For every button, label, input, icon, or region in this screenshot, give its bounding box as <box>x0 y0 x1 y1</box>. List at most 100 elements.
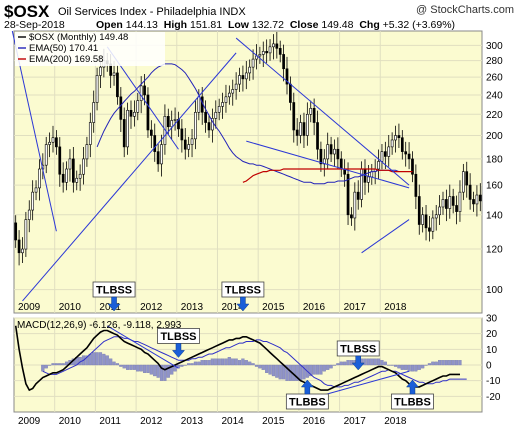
date-label: 28-Sep-2018 <box>4 19 65 31</box>
macd-annotation-arrow <box>405 379 420 395</box>
candle-body <box>383 151 387 157</box>
price-y-tick-label: 300 <box>486 41 503 52</box>
candle-body <box>289 83 292 103</box>
high-label: High <box>163 19 188 31</box>
candle-body <box>421 214 425 225</box>
macd-histogram-bar <box>336 363 340 366</box>
macd-histogram-bar <box>427 363 432 366</box>
macd-histogram-bar <box>234 358 238 366</box>
candle-body <box>126 109 129 148</box>
candle-body <box>133 111 136 117</box>
index-name: Oil Services Index - Philadelphia INDX <box>58 6 246 18</box>
candle-body <box>34 187 38 193</box>
macd-histogram-bar <box>166 364 170 378</box>
macd-histogram-bar <box>129 364 133 370</box>
candle-body <box>472 199 475 205</box>
candle-body <box>65 168 68 183</box>
chg-label: Chg <box>359 19 380 31</box>
macd-histogram-bar <box>153 364 157 377</box>
candle-body <box>346 173 350 216</box>
candle-body <box>434 214 438 219</box>
macd-histogram-bar <box>149 364 153 375</box>
candle-body <box>424 214 428 229</box>
candle-body <box>58 146 62 175</box>
candle-body <box>333 148 336 155</box>
candle-body <box>268 46 272 54</box>
price-x-tick-label: 2010 <box>59 302 82 313</box>
macd-histogram-bar <box>315 364 320 375</box>
ohlc-readout: Open 144.13 High 151.81 Low 132.72 Close… <box>96 19 455 31</box>
macd-histogram-bar <box>370 358 374 366</box>
macd-histogram-bar <box>319 364 323 375</box>
candle-body <box>146 94 150 131</box>
macd-histogram-bar <box>265 364 269 373</box>
candle-body <box>458 191 462 212</box>
candle-body <box>194 111 197 140</box>
candle-body <box>207 122 211 131</box>
chg-value: +5.32 (+3.69%) <box>382 19 456 31</box>
macd-histogram-bar <box>326 364 330 370</box>
candle-body <box>44 144 48 166</box>
macd-histogram-bar <box>193 361 198 366</box>
macd-y-tick-label: 30 <box>486 314 498 325</box>
macd-annotation-arrow <box>300 379 314 395</box>
candle-body <box>451 196 455 206</box>
candle-body <box>68 158 72 170</box>
legend-entry: $OSX (Monthly) 149.48 <box>29 32 128 43</box>
macd-histogram-bar <box>92 352 96 366</box>
candle-body <box>153 135 157 152</box>
macd-histogram-bar <box>407 364 411 372</box>
candle-body <box>71 158 75 183</box>
candle-body <box>61 173 65 183</box>
candle-body <box>221 102 224 107</box>
candle-body <box>95 75 99 103</box>
open-value: 144.13 <box>125 19 158 31</box>
macd-histogram-bar <box>64 361 69 366</box>
candle-body <box>183 139 187 150</box>
macd-x-tick-label: 2013 <box>181 416 204 427</box>
candle-body <box>82 158 85 175</box>
macd-histogram-bar <box>132 364 136 370</box>
candle-body <box>160 144 163 165</box>
price-x-tick-label: 2013 <box>181 302 204 313</box>
candle-body <box>31 191 35 211</box>
trendline <box>246 140 410 189</box>
candle-body <box>48 141 51 145</box>
macd-histogram-bar <box>180 364 184 367</box>
price-y-tick-label: 220 <box>486 110 503 121</box>
macd-histogram-bar <box>451 360 455 366</box>
macd-histogram-bar <box>400 364 404 370</box>
macd-annotation-label: TLBSS <box>340 343 376 355</box>
macd-histogram-bar <box>190 363 194 366</box>
candle-body <box>211 118 214 131</box>
macd-histogram-bar <box>48 364 52 366</box>
macd-histogram-bar <box>119 364 123 367</box>
macd-histogram-bar <box>41 364 45 372</box>
macd-histogram-bar <box>282 364 286 380</box>
candle-body <box>119 96 123 120</box>
macd-title: MACD(12,26,9) -6.126, -9.118, 2.993 <box>17 320 182 331</box>
candle-body <box>329 144 333 155</box>
macd-x-tick-label: 2018 <box>384 416 407 427</box>
price-y-tick-label: 200 <box>486 131 503 142</box>
candle-body <box>224 96 228 103</box>
macd-histogram-bar <box>258 364 262 369</box>
candle-body <box>390 139 394 148</box>
candle-body <box>312 108 316 123</box>
price-x-tick-label: 2017 <box>344 302 367 313</box>
macd-histogram-bar <box>363 358 367 366</box>
macd-histogram-bar <box>122 364 126 369</box>
price-annotation-arrow <box>107 296 121 312</box>
macd-histogram-bar <box>200 360 204 366</box>
candle-body <box>51 137 55 143</box>
macd-histogram-bar <box>88 353 92 366</box>
macd-annotation-label: TLBSS <box>160 331 196 343</box>
macd-line <box>14 325 460 392</box>
candle-body <box>55 137 58 148</box>
candle-body <box>407 153 411 160</box>
macd-histogram-bar <box>390 364 394 366</box>
candle-body <box>173 119 177 121</box>
macd-axis: 2009 2010 2011 2012 2013 2014 2015 2016 2017 2018… <box>18 314 501 428</box>
macd-histogram-bar <box>197 361 201 366</box>
candle-body <box>441 199 445 208</box>
